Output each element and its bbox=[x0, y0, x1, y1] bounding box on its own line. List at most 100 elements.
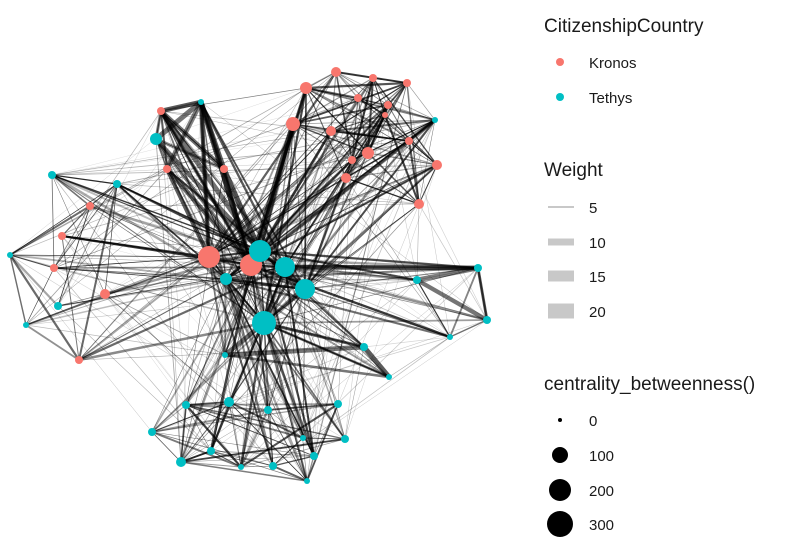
network-edge bbox=[180, 455, 315, 463]
network-edge bbox=[155, 138, 182, 463]
network-edge bbox=[185, 97, 359, 406]
network-edge bbox=[155, 138, 252, 266]
network-edge bbox=[78, 250, 261, 361]
network-edge bbox=[166, 168, 315, 457]
network-edge bbox=[272, 267, 479, 467]
network-edge bbox=[384, 114, 418, 281]
network-edge bbox=[185, 404, 315, 457]
network-edge bbox=[418, 164, 438, 205]
legend-weight-20-label: 20 bbox=[589, 304, 606, 321]
network-edge bbox=[372, 77, 386, 116]
network-edge bbox=[25, 71, 337, 326]
network-edge bbox=[51, 119, 436, 176]
network-edge bbox=[166, 168, 451, 338]
network-edge bbox=[200, 101, 252, 266]
network-edge bbox=[228, 288, 306, 403]
network-edge bbox=[228, 336, 451, 403]
legend-centrality-100-label: 100 bbox=[589, 448, 614, 465]
tethys-node bbox=[249, 240, 271, 262]
tethys-node bbox=[386, 374, 392, 380]
network-edge bbox=[313, 130, 332, 457]
network-edge bbox=[263, 322, 346, 440]
network-edge bbox=[61, 235, 261, 252]
network-edge bbox=[224, 264, 252, 356]
tethys-node bbox=[224, 397, 234, 407]
network-edge bbox=[240, 438, 346, 468]
network-edge bbox=[61, 235, 451, 338]
network-edge bbox=[449, 267, 479, 338]
legend-weight-5-label: 5 bbox=[589, 200, 597, 217]
network-edge bbox=[304, 267, 479, 290]
network-edge bbox=[258, 76, 375, 253]
network-edge bbox=[200, 101, 227, 280]
tethys-node bbox=[54, 302, 62, 310]
network-edge bbox=[103, 249, 262, 296]
network-edge bbox=[154, 137, 226, 171]
network-edge bbox=[330, 104, 389, 132]
network-edge bbox=[228, 401, 308, 482]
tethys-node bbox=[447, 334, 453, 340]
network-edge bbox=[89, 183, 118, 207]
network-edge bbox=[335, 71, 353, 161]
network-edge bbox=[51, 174, 91, 207]
legend-weight-15-label: 15 bbox=[589, 269, 606, 286]
network-edge bbox=[151, 431, 315, 457]
network-edge bbox=[185, 250, 261, 406]
network-edge bbox=[25, 168, 168, 326]
network-edge bbox=[185, 404, 304, 439]
tethys-node bbox=[23, 322, 29, 328]
network-edge bbox=[116, 183, 308, 482]
network-edge bbox=[77, 321, 266, 362]
kronos-node bbox=[326, 126, 336, 136]
network-edge bbox=[408, 140, 438, 166]
network-edge bbox=[357, 97, 386, 116]
network-edge bbox=[224, 277, 270, 412]
network-edge bbox=[180, 264, 252, 463]
network-edge bbox=[387, 104, 436, 121]
network-edge bbox=[9, 168, 225, 256]
kronos-node bbox=[100, 289, 110, 299]
network-edge bbox=[330, 71, 337, 132]
network-edge bbox=[180, 123, 294, 463]
network-edge bbox=[51, 174, 55, 269]
network-edge bbox=[284, 97, 359, 268]
network-edge bbox=[476, 266, 489, 322]
network-edge bbox=[51, 140, 410, 176]
network-edge bbox=[302, 288, 306, 439]
network-edge bbox=[185, 403, 339, 406]
legend-centrality-0-label: 0 bbox=[589, 413, 597, 430]
network-edge bbox=[408, 140, 438, 166]
network-edge bbox=[263, 152, 369, 324]
network-edge bbox=[304, 81, 409, 90]
network-edge bbox=[225, 278, 315, 457]
legend-tethys-key bbox=[556, 93, 564, 101]
network-edge bbox=[225, 123, 294, 280]
network-edge bbox=[302, 114, 386, 439]
network-edge bbox=[104, 293, 230, 403]
network-edge bbox=[158, 108, 263, 254]
network-edge bbox=[263, 322, 308, 482]
network-edge bbox=[304, 119, 436, 290]
kronos-node bbox=[163, 165, 171, 173]
network-edge bbox=[210, 450, 242, 468]
network-edge bbox=[57, 278, 227, 307]
network-edge bbox=[158, 99, 204, 114]
network-edge bbox=[151, 264, 252, 433]
network-edge bbox=[180, 279, 418, 463]
network-edge bbox=[57, 293, 106, 307]
network-edge bbox=[223, 168, 226, 356]
network-edge bbox=[208, 256, 346, 440]
network-edge bbox=[372, 77, 438, 166]
network-edge bbox=[210, 450, 308, 482]
tethys-node bbox=[207, 447, 215, 455]
network-edge bbox=[292, 119, 436, 125]
tethys-node bbox=[222, 352, 228, 358]
network-edge bbox=[77, 255, 211, 362]
network-edge bbox=[160, 110, 265, 324]
network-edge bbox=[262, 321, 316, 458]
network-edge bbox=[25, 324, 226, 356]
network-edge bbox=[282, 264, 481, 271]
network-edge bbox=[228, 401, 304, 439]
network-edge bbox=[372, 77, 408, 84]
kronos-node bbox=[432, 160, 442, 170]
